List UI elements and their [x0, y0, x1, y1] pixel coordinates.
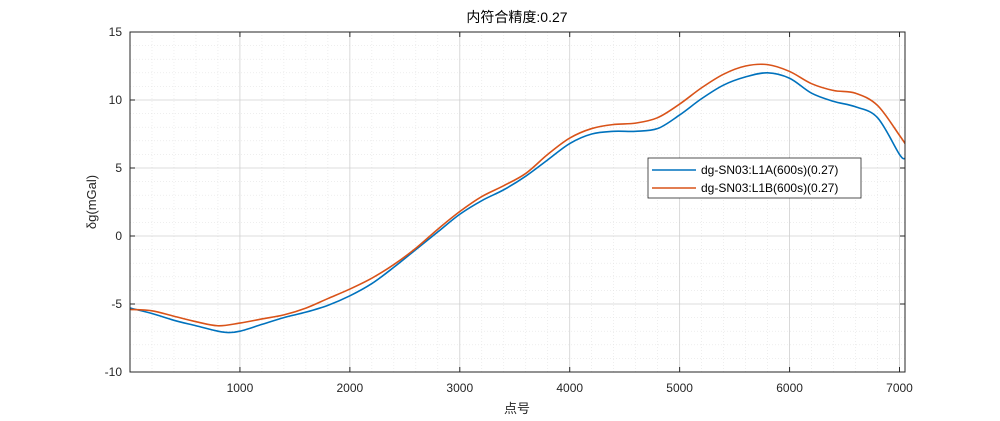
x-axis: 1000 2000 3000 4000 5000 6000 7000	[227, 32, 913, 395]
legend-label-1: dg-SN03:L1A(600s)(0.27)	[701, 163, 838, 177]
x-tick-label: 2000	[337, 381, 364, 395]
legend: dg-SN03:L1A(600s)(0.27) dg-SN03:L1B(600s)…	[647, 157, 862, 199]
legend-label-2: dg-SN03:L1B(600s)(0.27)	[701, 181, 838, 195]
x-tick-label: 6000	[776, 381, 803, 395]
y-tick-label: 10	[109, 93, 123, 107]
x-axis-label: 点号	[504, 401, 530, 416]
y-tick-label: 0	[115, 229, 122, 243]
x-tick-label: 1000	[227, 381, 254, 395]
legend-entries: dg-SN03:L1A(600s)(0.27) dg-SN03:L1B(600s)…	[652, 163, 838, 195]
y-tick-label: 5	[115, 161, 122, 175]
plot-area	[130, 32, 905, 372]
y-tick-label: -10	[105, 365, 123, 379]
y-axis-label: δg(mGal)	[84, 175, 99, 229]
chart-title: 内符合精度:0.27	[466, 9, 567, 25]
series-layer	[130, 63, 905, 334]
y-tick-label: 15	[109, 25, 123, 39]
axes-box	[129, 31, 906, 373]
legend-box	[647, 157, 862, 199]
x-tick-label: 4000	[556, 381, 583, 395]
x-tick-label: 3000	[446, 381, 473, 395]
y-tick-label: -5	[111, 297, 122, 311]
x-tick-label: 7000	[886, 381, 913, 395]
x-tick-label: 5000	[666, 381, 693, 395]
y-axis: -10 -5 0 5 10 15	[105, 25, 905, 379]
series-line-2	[130, 63, 905, 327]
series-line-1	[130, 71, 905, 334]
